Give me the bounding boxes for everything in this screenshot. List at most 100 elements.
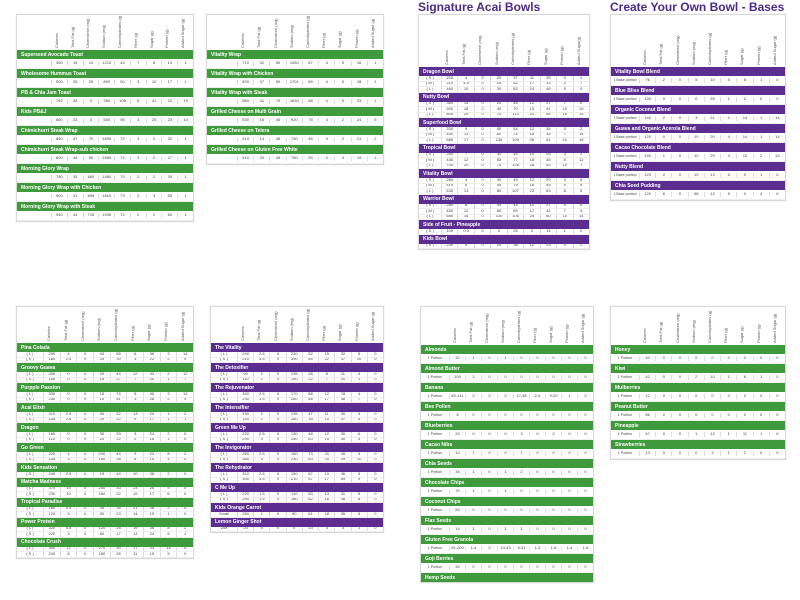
cell-value: 30 — [334, 432, 350, 437]
cell-value: 2 — [572, 127, 589, 132]
cell-value: 70 — [449, 489, 465, 494]
cell-value: 49 — [334, 457, 350, 463]
cell-value: 90 — [285, 512, 302, 517]
cell-value: 0 — [465, 508, 481, 513]
table-row: ( M ) 410 6 0 55 79 16 45 5 8 — [419, 183, 589, 189]
row-label: ( S ) — [220, 417, 228, 422]
table-row: 940 44 715 1930 72 2 2 60 1 — [17, 211, 193, 221]
cell-value: 28 — [143, 506, 160, 512]
column-header-label: Sugar (g) — [542, 48, 548, 65]
cell-value: 4.5 — [59, 506, 77, 512]
cell-value: 5 — [687, 78, 704, 83]
cell-value: 45 — [539, 183, 556, 189]
cell-value: 47 — [66, 137, 83, 142]
row-label: ( L ) — [26, 372, 34, 376]
cell-value: 15 — [143, 552, 160, 557]
cell-value: 10 — [703, 78, 720, 83]
row-label: ( L ) — [426, 87, 434, 91]
cell-value: 2 — [159, 472, 177, 477]
table-row: ( M ) 450 11 0 80 74 18 44 7 14 — [419, 132, 589, 138]
row-label: 1 Base portion — [613, 135, 637, 140]
column-header-label: Total Fat (g) — [658, 43, 664, 65]
item-header-grilled-cheese-on-telera: Grilled Cheese on Telera — [207, 126, 383, 135]
cell-value: 1 — [465, 470, 481, 475]
cell-value: 180 — [43, 506, 60, 512]
row-label: ( S ) — [426, 243, 434, 248]
cell-value: 2 — [129, 175, 146, 180]
row-label: ( L ) — [26, 506, 34, 511]
item-header-almonds: Almonds — [421, 345, 593, 354]
cell-value: 4 — [318, 61, 334, 66]
cell-value: 52 — [301, 352, 318, 357]
cell-value: 11 — [334, 372, 350, 377]
column-header: Protein (g) — [160, 307, 177, 343]
cell-value: 8 — [556, 189, 572, 194]
row-label: 1 Portion — [427, 413, 443, 418]
column-header: Protein (g) — [161, 15, 177, 50]
cell-value: 0 — [76, 392, 93, 397]
row-label: ( M ) — [425, 209, 435, 213]
cell-value: 140 — [639, 116, 655, 121]
cell-value: 6 — [159, 492, 177, 497]
item-header-tropical-bowl: Tropical Bowl — [419, 143, 589, 153]
item-header-the-vitality: The Vitality — [211, 343, 383, 352]
item-header-nutty-blend: Nutty Blend — [611, 162, 785, 171]
cell-value: 10 — [318, 472, 334, 477]
cell-value: 0 — [59, 372, 77, 377]
cell-value: 0 — [671, 135, 687, 140]
cell-value: 3 — [556, 243, 572, 249]
item-header-morning-glory-wrap-with-chicken: Morning Glory Wrap with Chicken — [17, 183, 193, 192]
cell-value: 310 — [237, 472, 253, 477]
row-label: ( L ) — [26, 452, 34, 456]
cell-value: 32 — [334, 352, 350, 357]
cell-value: 0 — [529, 470, 545, 475]
cell-value: 12 — [523, 127, 539, 132]
column-header-label: Total Fat (g) — [256, 26, 262, 48]
column-header: Calories — [639, 15, 655, 67]
cell-value: 4 — [253, 437, 269, 443]
cell-value: 135 — [285, 412, 302, 417]
cell-value: 210 — [285, 477, 302, 483]
cell-value: 19 — [350, 156, 367, 161]
cell-value: 0 — [176, 486, 193, 492]
cell-value: 1 — [177, 80, 193, 85]
cell-value: 23 — [539, 243, 556, 249]
cell-value: 10 — [457, 87, 473, 92]
column-header: Calories — [51, 15, 67, 50]
cell-value: 0 — [253, 526, 269, 532]
cell-value: 1701 — [285, 80, 302, 85]
cell-value: 410 — [237, 137, 253, 142]
item-header-c-me-up: C Me Up — [211, 483, 383, 492]
cell-value: 20 — [143, 412, 160, 417]
cell-value: 280 — [441, 178, 457, 183]
cell-value: 1690 — [98, 137, 114, 142]
column-header-label: Protein (g) — [163, 322, 169, 341]
cell-value: 25 — [82, 80, 99, 85]
column-header: Cholesterol (mg) — [474, 15, 490, 67]
column-header: Sugar (g) — [143, 307, 160, 343]
cell-value: 44 — [506, 203, 523, 209]
cell-value: 90 — [237, 372, 253, 377]
cell-value: 17 — [161, 80, 177, 85]
cell-value: 0 — [465, 432, 481, 437]
cell-value: 23 — [66, 118, 83, 123]
cell-value: 0 — [473, 76, 490, 81]
cell-value: 77 — [506, 158, 523, 163]
cell-value: 0 — [76, 417, 93, 423]
table-row: ( S ) 140 3 0 160 28 6 15 4 0 — [17, 457, 193, 463]
cell-value: 0 — [76, 437, 93, 443]
table-row: 1 Portion 5 0 0 0 0 0 0 0 0 — [421, 411, 593, 421]
cell-value: 15 — [93, 472, 110, 477]
cell-value: 1930 — [98, 213, 114, 218]
cell-value: 0 — [176, 552, 193, 557]
cell-value: 45 — [334, 452, 350, 457]
cell-value: 500 — [441, 107, 457, 112]
cell-value: 1 — [497, 356, 513, 361]
cell-value: 70 — [269, 99, 285, 104]
column-header: Sodium (mg) — [497, 307, 513, 345]
cell-value: 695 — [82, 194, 99, 199]
table-row: 820 37 50 1701 89 4 5 28 1 — [207, 78, 383, 88]
column-header-label: Fiber (g) — [526, 49, 532, 65]
cell-value: 44 — [66, 213, 83, 218]
item-header-kids-bowl: Kids Bowl — [419, 234, 589, 244]
